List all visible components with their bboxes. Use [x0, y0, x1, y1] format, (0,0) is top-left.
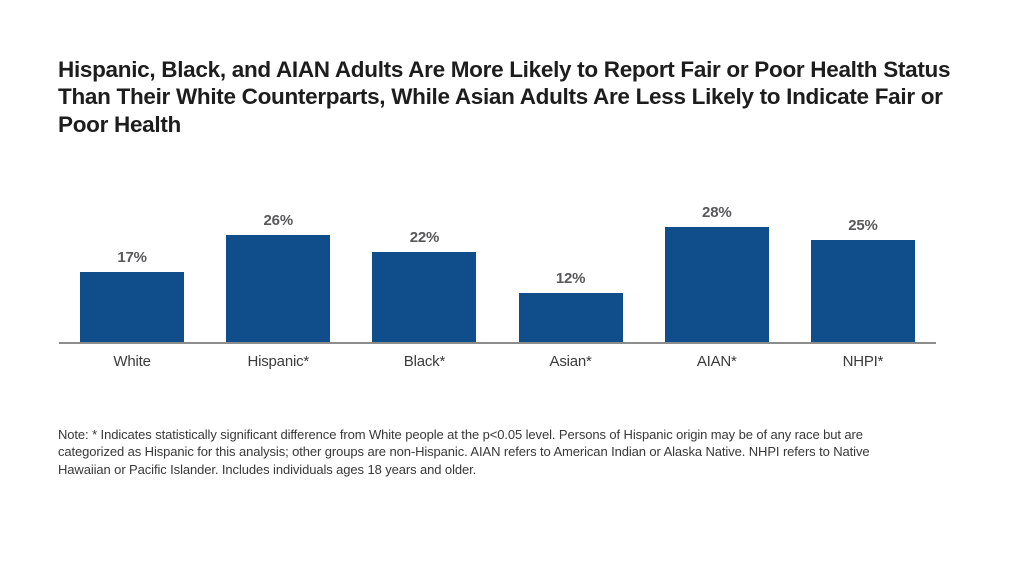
bar [80, 272, 185, 342]
bar-group: 25% [790, 216, 936, 342]
bar [518, 292, 623, 342]
bar-value-label: 25% [848, 216, 878, 234]
bar [226, 235, 331, 342]
bar-group: 12% [498, 270, 644, 342]
bar-group: 26% [205, 212, 351, 342]
category-label: AIAN* [696, 353, 737, 370]
x-axis-labels: White Hispanic* Black* Asian* AIAN* NHPI* [59, 344, 936, 370]
bar-value-label: 28% [702, 204, 732, 222]
bar-value-label: 17% [117, 249, 147, 267]
bar [810, 239, 915, 342]
bar [372, 251, 477, 342]
category-label: Hispanic* [247, 353, 310, 370]
bar-chart: 17% 26% 22% 12% 28% 25% White Hispanic* Black* A… [59, 200, 936, 370]
bar-group: 28% [644, 204, 790, 342]
chart-title: Hispanic, Black, and AIAN Adults Are Mor… [58, 57, 951, 137]
category-label: NHPI* [842, 353, 884, 370]
category-label: Black* [403, 353, 446, 370]
bar-value-label: 12% [555, 269, 586, 287]
bar-value-label: 26% [263, 212, 294, 230]
bar-value-label: 22% [409, 228, 440, 246]
category-label: Asian* [549, 353, 592, 370]
plot-area: 17% 26% 22% 12% 28% 25% [59, 200, 936, 344]
bar [664, 227, 769, 342]
footnote: Note: * Indicates statistically signific… [58, 427, 870, 477]
bar-group: 17% [59, 249, 205, 342]
category-label: White [113, 353, 151, 370]
bar-group: 22% [351, 229, 497, 342]
